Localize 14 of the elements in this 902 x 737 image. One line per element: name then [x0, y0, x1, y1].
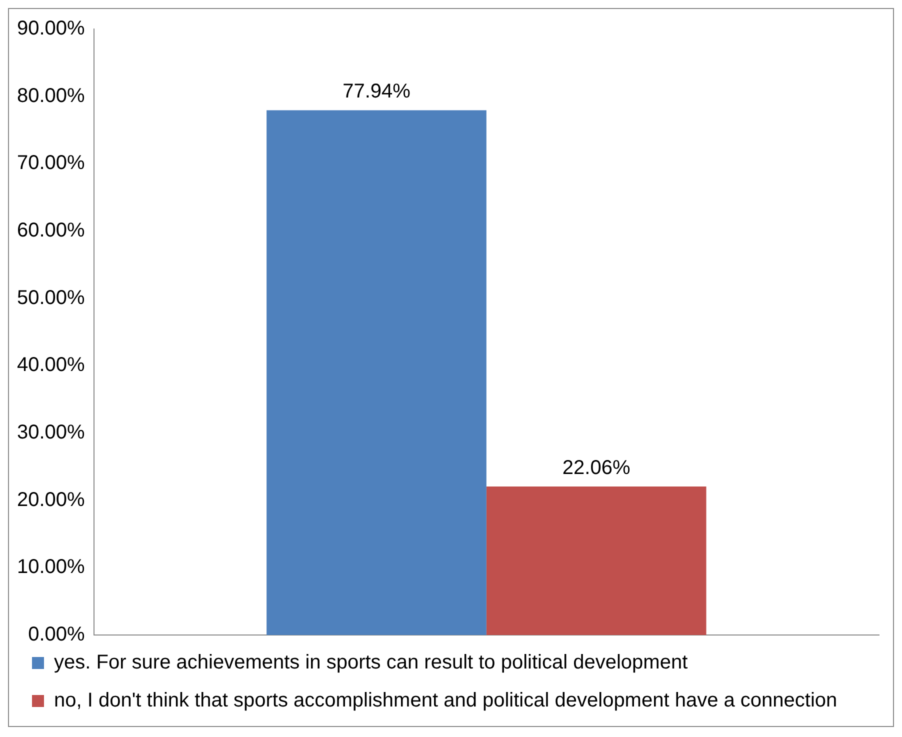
y-tick-label: 90.00%: [16, 18, 86, 40]
y-tick-label: 30.00%: [16, 422, 86, 444]
y-tick-label: 10.00%: [16, 556, 86, 578]
y-tick-label: 0.00%: [28, 624, 86, 646]
legend-label: no, I don't think that sports accomplishment and political development have a connection: [54, 690, 838, 712]
y-tick-label: 70.00%: [16, 152, 86, 174]
data-label: 77.94%: [342, 80, 411, 103]
legend-label: yes. For sure achievements in sports can result to political development: [54, 652, 688, 674]
y-tick-label: 50.00%: [16, 286, 86, 309]
y-tick-label: 20.00%: [16, 488, 86, 511]
y-tick-label: 60.00%: [16, 220, 86, 242]
data-label: 22.06%: [562, 456, 630, 479]
y-tick-label: 40.00%: [16, 354, 86, 376]
y-tick-label: 80.00%: [16, 84, 86, 107]
